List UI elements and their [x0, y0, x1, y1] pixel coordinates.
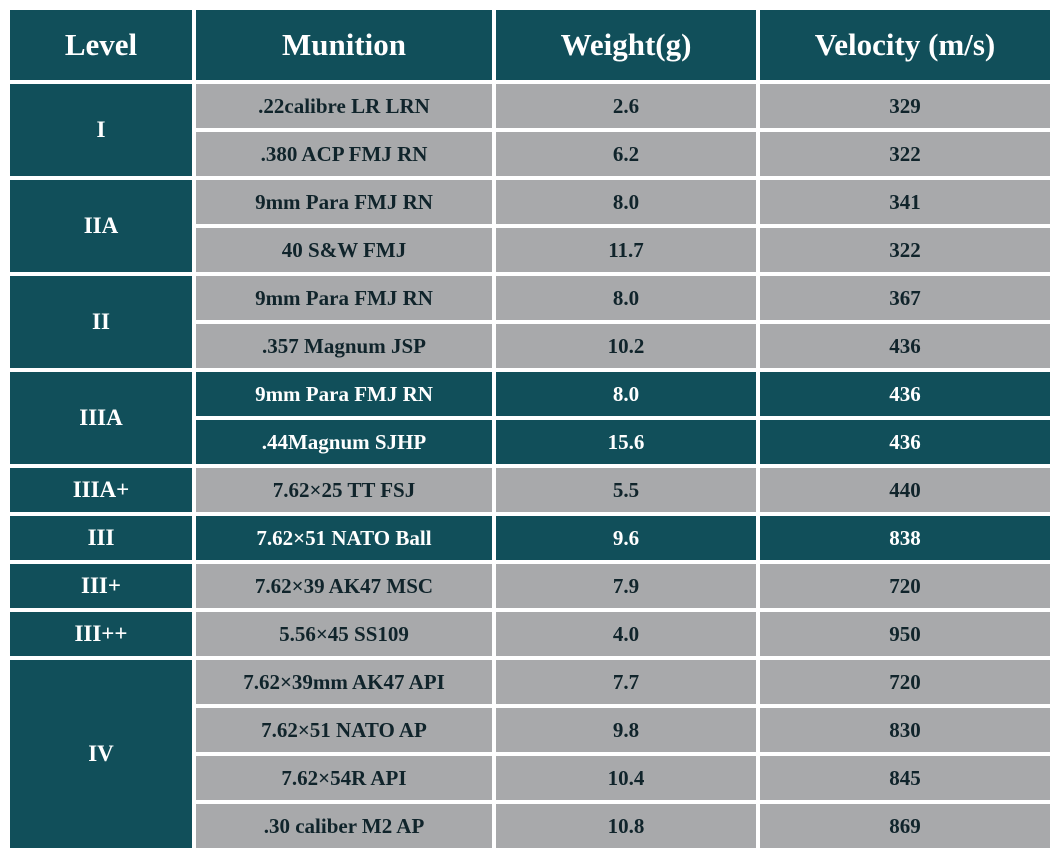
weight-cell: 2.6 [494, 82, 758, 130]
munition-cell: 7.62×54R API [194, 754, 494, 802]
munition-cell: .380 ACP FMJ RN [194, 130, 494, 178]
weight-cell: 10.8 [494, 802, 758, 850]
table-row: IIIA9mm Para FMJ RN8.0436 [8, 370, 1052, 418]
header-row: Level Munition Weight(g) Velocity (m/s) [8, 8, 1052, 82]
munition-cell: .357 Magnum JSP [194, 322, 494, 370]
armor-levels-table: Level Munition Weight(g) Velocity (m/s) … [8, 8, 1052, 850]
weight-cell: 8.0 [494, 274, 758, 322]
munition-cell: 7.62×39 AK47 MSC [194, 562, 494, 610]
level-cell: III+ [8, 562, 194, 610]
munition-cell: 7.62×39mm AK47 API [194, 658, 494, 706]
velocity-cell: 367 [758, 274, 1052, 322]
weight-cell: 5.5 [494, 466, 758, 514]
weight-cell: 7.7 [494, 658, 758, 706]
velocity-cell: 838 [758, 514, 1052, 562]
weight-cell: 15.6 [494, 418, 758, 466]
level-cell: IIIA [8, 370, 194, 466]
col-header-munition: Munition [194, 8, 494, 82]
velocity-cell: 436 [758, 418, 1052, 466]
level-cell: IIA [8, 178, 194, 274]
col-header-velocity: Velocity (m/s) [758, 8, 1052, 82]
velocity-cell: 845 [758, 754, 1052, 802]
velocity-cell: 341 [758, 178, 1052, 226]
weight-cell: 11.7 [494, 226, 758, 274]
table-row: I.22calibre LR LRN2.6329 [8, 82, 1052, 130]
munition-cell: 7.62×51 NATO AP [194, 706, 494, 754]
weight-cell: 10.2 [494, 322, 758, 370]
weight-cell: 10.4 [494, 754, 758, 802]
weight-cell: 7.9 [494, 562, 758, 610]
munition-cell: .22calibre LR LRN [194, 82, 494, 130]
munition-cell: 7.62×25 TT FSJ [194, 466, 494, 514]
munition-cell: 9mm Para FMJ RN [194, 274, 494, 322]
level-cell: II [8, 274, 194, 370]
velocity-cell: 720 [758, 658, 1052, 706]
weight-cell: 8.0 [494, 370, 758, 418]
munition-cell: 9mm Para FMJ RN [194, 178, 494, 226]
weight-cell: 9.8 [494, 706, 758, 754]
weight-cell: 6.2 [494, 130, 758, 178]
munition-cell: .44Magnum SJHP [194, 418, 494, 466]
velocity-cell: 436 [758, 370, 1052, 418]
munition-cell: 7.62×51 NATO Ball [194, 514, 494, 562]
munition-cell: 9mm Para FMJ RN [194, 370, 494, 418]
level-cell: III [8, 514, 194, 562]
weight-cell: 9.6 [494, 514, 758, 562]
table-row: III7.62×51 NATO Ball9.6838 [8, 514, 1052, 562]
table-row: III+7.62×39 AK47 MSC7.9720 [8, 562, 1052, 610]
table-row: IIA9mm Para FMJ RN8.0341 [8, 178, 1052, 226]
velocity-cell: 329 [758, 82, 1052, 130]
table-row: IIIA+7.62×25 TT FSJ5.5440 [8, 466, 1052, 514]
table-row: II9mm Para FMJ RN8.0367 [8, 274, 1052, 322]
velocity-cell: 322 [758, 226, 1052, 274]
velocity-cell: 322 [758, 130, 1052, 178]
munition-cell: .30 caliber M2 AP [194, 802, 494, 850]
table-row: III++5.56×45 SS1094.0950 [8, 610, 1052, 658]
level-cell: III++ [8, 610, 194, 658]
weight-cell: 4.0 [494, 610, 758, 658]
col-header-level: Level [8, 8, 194, 82]
weight-cell: 8.0 [494, 178, 758, 226]
velocity-cell: 436 [758, 322, 1052, 370]
velocity-cell: 720 [758, 562, 1052, 610]
level-cell: IIIA+ [8, 466, 194, 514]
munition-cell: 40 S&W FMJ [194, 226, 494, 274]
table-body: I.22calibre LR LRN2.6329.380 ACP FMJ RN6… [8, 82, 1052, 850]
col-header-weight: Weight(g) [494, 8, 758, 82]
table-row: IV7.62×39mm AK47 API7.7720 [8, 658, 1052, 706]
velocity-cell: 440 [758, 466, 1052, 514]
munition-cell: 5.56×45 SS109 [194, 610, 494, 658]
velocity-cell: 869 [758, 802, 1052, 850]
level-cell: I [8, 82, 194, 178]
velocity-cell: 950 [758, 610, 1052, 658]
velocity-cell: 830 [758, 706, 1052, 754]
level-cell: IV [8, 658, 194, 850]
